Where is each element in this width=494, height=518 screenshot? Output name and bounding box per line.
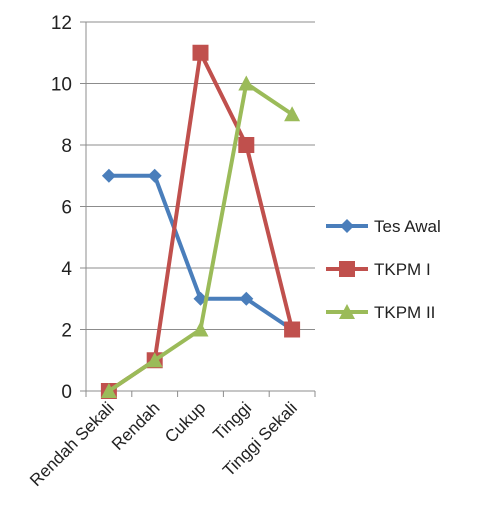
x-category-label: Rendah Sekali — [26, 398, 118, 490]
data-point — [284, 106, 301, 122]
data-point — [238, 137, 255, 153]
y-tick-label: 10 — [51, 75, 72, 96]
y-tick-label: 4 — [61, 259, 72, 280]
y-tick-label: 6 — [61, 198, 72, 219]
data-point — [192, 44, 209, 61]
y-axis-ticks: 0 2 4 6 8 10 12 — [51, 13, 86, 403]
legend-label: Tes Awal — [374, 217, 441, 236]
legend-marker — [339, 304, 355, 319]
y-tick-label: 0 — [61, 382, 72, 403]
data-point — [146, 352, 163, 368]
data-point — [284, 321, 301, 338]
data-point — [192, 321, 209, 337]
data-point — [147, 168, 162, 183]
data-point — [100, 383, 117, 398]
legend: Tes Awal TKPM I TKPM II — [326, 217, 441, 322]
x-category-label: Rendah — [108, 398, 164, 454]
series-line — [108, 173, 294, 332]
legend-label: TKPM II — [374, 303, 435, 322]
data-point — [238, 75, 255, 91]
data-point — [239, 291, 254, 306]
legend-label: TKPM I — [374, 260, 431, 279]
legend-item: TKPM II — [326, 303, 435, 322]
data-point — [101, 168, 116, 183]
x-category-label: Cukup — [161, 398, 209, 446]
legend-item: Tes Awal — [326, 217, 441, 236]
series-tes-awal — [101, 168, 300, 337]
series-line — [107, 50, 295, 393]
gridlines — [86, 21, 315, 330]
series-group — [100, 44, 301, 399]
legend-marker — [339, 261, 355, 277]
y-tick-label: 8 — [61, 136, 72, 157]
y-tick-label: 12 — [51, 13, 72, 34]
legend-item: TKPM I — [326, 260, 431, 279]
y-tick-label: 2 — [61, 321, 72, 342]
series-tkpm-ii — [100, 75, 301, 398]
legend-marker — [340, 219, 354, 233]
series-line — [107, 81, 294, 393]
